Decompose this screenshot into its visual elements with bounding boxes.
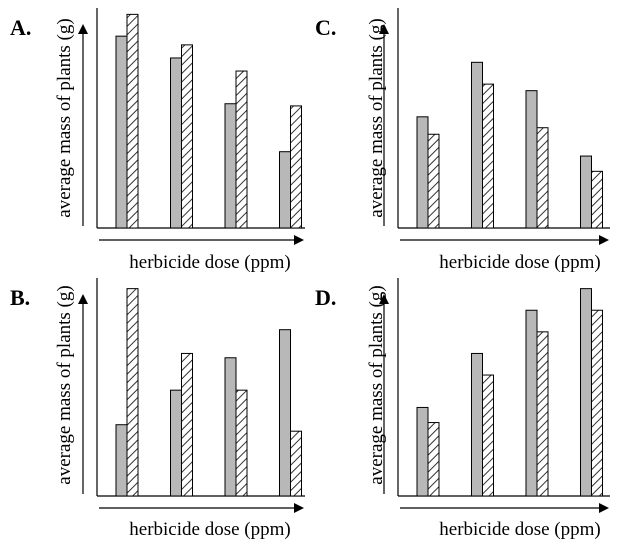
bar-hatched-2 xyxy=(482,374,494,497)
bar-solid-4 xyxy=(580,288,592,497)
bar-solid-4 xyxy=(279,151,291,229)
bar-solid-3 xyxy=(525,90,538,229)
bar-hatched-3 xyxy=(235,70,248,229)
chart-panel-a: A. average mass of plants (g) herbicide do… xyxy=(10,8,305,273)
bar-hatched-2 xyxy=(482,83,494,229)
panel-label: C. xyxy=(315,15,336,40)
bar-solid-3 xyxy=(224,357,237,497)
y-axis-label: average mass of plants (g) xyxy=(54,285,75,484)
bar-solid-4 xyxy=(580,155,592,229)
bar-hatched-1 xyxy=(427,422,440,497)
bar-hatched-3 xyxy=(235,389,248,497)
bar-hatched-1 xyxy=(427,133,440,229)
chart-panel-c: C. average mass of plants (g) herbicide do… xyxy=(315,8,610,273)
panel-label: A. xyxy=(10,15,31,40)
x-axis-label: herbicide dose (ppm) xyxy=(129,519,290,540)
bar-solid-3 xyxy=(525,309,538,497)
y-axis-label: average mass of plants (g) xyxy=(366,285,387,484)
panel-label: B. xyxy=(10,285,30,310)
x-axis-label: herbicide dose (ppm) xyxy=(439,519,600,540)
bar-solid-1 xyxy=(416,116,429,229)
chart-panel-d: D. average mass of plants (g) herbicide do… xyxy=(315,278,610,540)
bar-hatched-2 xyxy=(181,352,193,497)
x-axis-label: herbicide dose (ppm) xyxy=(129,252,290,273)
bar-hatched-4 xyxy=(591,170,603,229)
y-axis-label: average mass of plants (g) xyxy=(54,18,75,217)
bar-hatched-2 xyxy=(181,44,193,229)
bar-hatched-3 xyxy=(536,331,549,497)
bar-solid-2 xyxy=(170,57,182,229)
chart-panel-b: B. average mass of plants (g) herbicide do… xyxy=(10,278,305,540)
bar-solid-4 xyxy=(279,329,291,497)
y-axis-label: average mass of plants (g) xyxy=(366,18,387,217)
panel-label: D. xyxy=(315,285,336,310)
bar-solid-2 xyxy=(471,61,483,229)
bar-solid-1 xyxy=(416,406,429,497)
bar-solid-2 xyxy=(471,352,483,497)
bar-solid-3 xyxy=(224,103,237,229)
bar-solid-2 xyxy=(170,389,182,497)
bar-hatched-4 xyxy=(591,309,603,497)
bar-hatched-4 xyxy=(290,430,302,497)
bar-solid-1 xyxy=(115,35,128,229)
bar-hatched-1 xyxy=(126,288,139,497)
bar-hatched-3 xyxy=(536,127,549,229)
x-axis-label: herbicide dose (ppm) xyxy=(439,252,600,273)
bar-hatched-1 xyxy=(126,13,139,229)
bar-solid-1 xyxy=(115,424,128,497)
bar-hatched-4 xyxy=(290,105,302,229)
